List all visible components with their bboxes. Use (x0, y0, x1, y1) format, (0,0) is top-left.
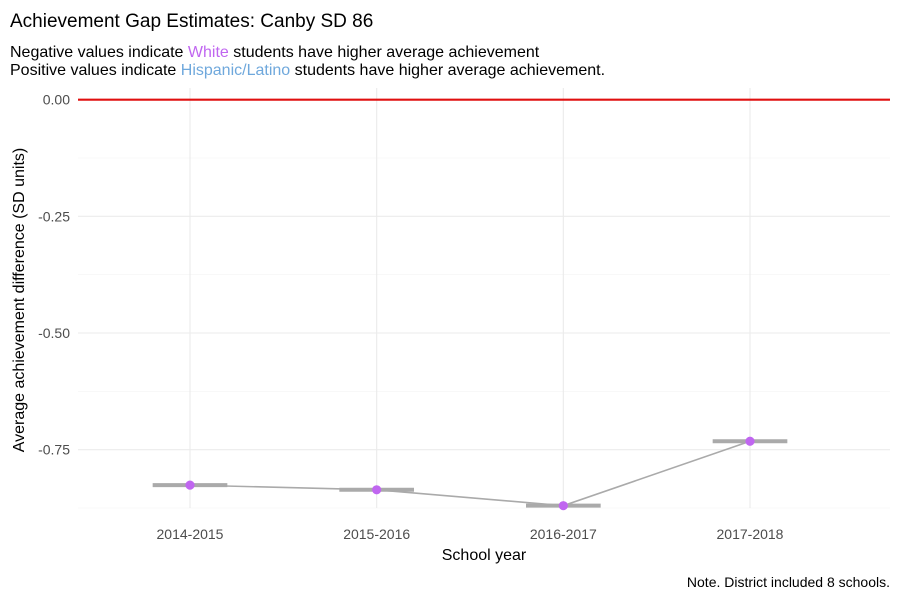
subtitle-2-suffix: students have higher average achievement… (295, 62, 605, 79)
caption-note: Note. District included 8 schools. (687, 574, 890, 590)
data-point (185, 480, 195, 490)
data-point (558, 501, 568, 511)
x-axis: 2014-2015 2015-2016 2016-2017 2017-2018 (157, 526, 784, 542)
data-point (372, 485, 382, 495)
data-point (745, 436, 755, 446)
x-axis-title: School year (442, 547, 527, 564)
series-line (189, 440, 751, 507)
subtitle-white-highlight: White (188, 44, 229, 61)
x-tick-label: 2015-2016 (343, 526, 410, 542)
y-axis-title: Average achievement difference (SD units… (11, 148, 28, 452)
y-tick-label: -0.75 (38, 442, 70, 458)
x-tick-label: 2017-2018 (717, 526, 784, 542)
x-tick-label: 2016-2017 (530, 526, 597, 542)
y-tick-label: -0.50 (38, 325, 70, 341)
subtitle-1-suffix: students have higher average achievement (233, 44, 540, 61)
x-tick-label: 2014-2015 (157, 526, 224, 542)
subtitle-2-prefix: Positive values indicate (10, 62, 181, 79)
y-axis: 0.00 -0.25 -0.50 -0.75 (38, 92, 70, 458)
subtitle-line-1: Negative values indicate White students … (10, 44, 540, 61)
subtitle-line-2: Positive values indicate Hispanic/Latino… (10, 62, 605, 79)
y-tick-label: 0.00 (43, 92, 70, 108)
gridlines (78, 88, 890, 509)
subtitle-1-prefix: Negative values indicate (10, 44, 188, 61)
data-marks (78, 98, 890, 511)
chart-title: Achievement Gap Estimates: Canby SD 86 (10, 11, 373, 32)
subtitle-hispanic-highlight: Hispanic/Latino (181, 62, 291, 79)
y-tick-label: -0.25 (38, 208, 70, 224)
